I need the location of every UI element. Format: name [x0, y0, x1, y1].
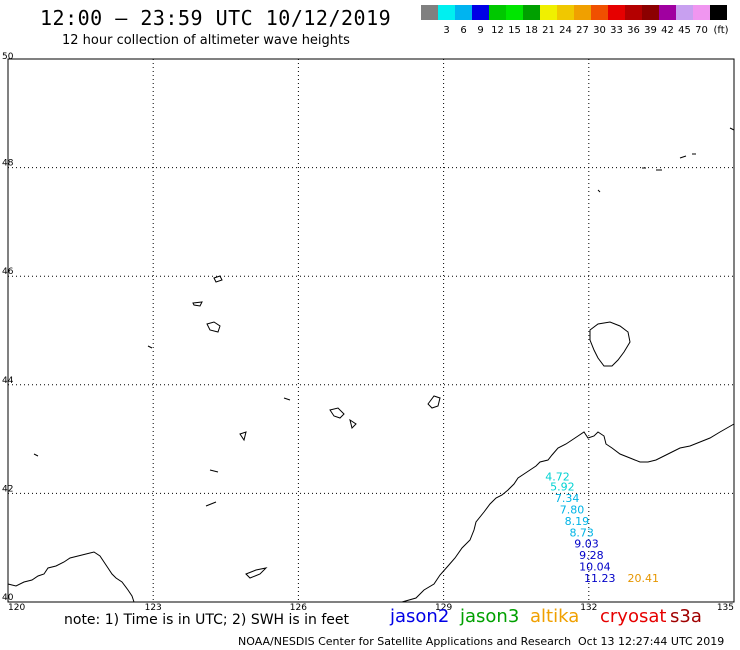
- longitude-label: 120: [8, 603, 25, 613]
- scale-swatch: [574, 5, 591, 20]
- scale-label: 36: [627, 25, 640, 36]
- scale-swatch: [540, 5, 557, 20]
- island: [283, 397, 291, 401]
- credit-line: NOAA/NESDIS Center for Satellite Applica…: [238, 635, 572, 648]
- island: [205, 501, 217, 507]
- scale-swatch: [659, 5, 676, 20]
- island: [427, 395, 441, 409]
- longitude-label: 126: [290, 603, 307, 613]
- satellite-name: s3a: [670, 606, 702, 627]
- scale-label: 33: [610, 25, 623, 36]
- longitude-label: 132: [580, 603, 597, 613]
- longitude-label: 129: [435, 603, 452, 613]
- satellite-name: jason2: [390, 606, 450, 627]
- wave-height-value: 4.72: [545, 470, 570, 483]
- longitude-label: 123: [145, 603, 162, 613]
- scale-label: 3: [443, 25, 450, 36]
- scale-unit: (ft): [713, 25, 729, 36]
- island: [192, 301, 203, 307]
- latitude-label: 40: [2, 593, 14, 603]
- scale-swatch: [472, 5, 489, 20]
- scale-label: 24: [559, 25, 572, 36]
- island: [33, 453, 39, 457]
- island: [329, 407, 345, 419]
- scale-label: 15: [508, 25, 521, 36]
- island: [239, 431, 247, 442]
- scale-swatch: [489, 5, 506, 20]
- wave-height-value: 5.92: [550, 481, 575, 494]
- map-subtitle: 12 hour collection of altimeter wave hei…: [62, 33, 350, 48]
- scale-label: 9: [477, 25, 484, 36]
- scale-label: 27: [576, 25, 589, 36]
- island: [245, 567, 268, 579]
- satellite-name: jason3: [460, 606, 520, 627]
- latitude-label: 48: [2, 159, 14, 169]
- scale-swatch: [693, 5, 710, 20]
- footnote: note: 1) Time is in UTC; 2) SWH is in fe…: [64, 612, 350, 628]
- island: [597, 189, 601, 193]
- latitude-label: 44: [2, 376, 14, 386]
- scale-swatch: [676, 5, 693, 20]
- latitude-label: 46: [2, 267, 14, 277]
- scale-label: 45: [678, 25, 691, 36]
- wave-height-value: 9.28: [579, 549, 604, 562]
- lake-outline: [589, 321, 631, 367]
- scale-label: 39: [644, 25, 657, 36]
- island: [729, 127, 735, 131]
- latitude-labels: 50 48 46 44 42 40: [2, 52, 14, 603]
- scale-label: 6: [460, 25, 467, 36]
- scale-label: 21: [542, 25, 555, 36]
- island: [209, 469, 219, 473]
- map-title: 12:00 – 23:59 UTC 10/12/2019: [40, 6, 392, 30]
- wave-height-value: 8.19: [565, 515, 590, 528]
- scale-swatch: [591, 5, 608, 20]
- peninsula-coast: [7, 551, 135, 603]
- wave-height-value: 9.03: [574, 538, 599, 551]
- island: [147, 345, 153, 349]
- scale-swatch: [438, 5, 455, 20]
- scale-swatch: [421, 5, 438, 20]
- wave-height-observations: 4.725.927.347.808.198.739.039.2810.0411.…: [545, 470, 659, 585]
- scale-swatch: [506, 5, 523, 20]
- map-frame: [7, 58, 735, 603]
- wave-height-value: 7.34: [555, 492, 580, 505]
- graticule: [8, 59, 734, 602]
- scale-swatch: [625, 5, 642, 20]
- longitude-label: 135: [717, 603, 734, 613]
- latitude-label: 42: [2, 484, 13, 494]
- scale-swatch: [557, 5, 574, 20]
- scale-swatch: [608, 5, 625, 20]
- wave-height-value: 8.73: [569, 526, 594, 539]
- scale-label: 42: [661, 25, 674, 36]
- satellite-name: cryosat: [600, 606, 667, 627]
- wave-height-value: 20.41: [628, 572, 660, 585]
- scale-label: 12: [491, 25, 504, 36]
- satellite-name: altika: [530, 606, 580, 627]
- scale-label: 18: [525, 25, 538, 36]
- scale-swatch: [710, 5, 727, 20]
- wave-height-value: 10.04: [579, 561, 611, 574]
- scale-swatch: [642, 5, 659, 20]
- longitude-labels: 120 123 126 129 132 135: [8, 603, 734, 613]
- scale-label: 30: [593, 25, 606, 36]
- scale-swatch: [523, 5, 540, 20]
- scale-label: 70: [695, 25, 708, 36]
- wave-height-value: 7.80: [560, 503, 585, 516]
- scale-swatch: [455, 5, 472, 20]
- wave-height-value: 11.23: [584, 572, 616, 585]
- generated-timestamp: Oct 13 12:27:44 UTC 2019: [578, 635, 725, 648]
- latitude-label: 50: [2, 52, 14, 62]
- island: [679, 155, 687, 159]
- island: [213, 275, 223, 283]
- coastlines: [7, 127, 735, 603]
- mainland-coast: [401, 423, 735, 603]
- island: [349, 418, 357, 429]
- island: [206, 321, 221, 333]
